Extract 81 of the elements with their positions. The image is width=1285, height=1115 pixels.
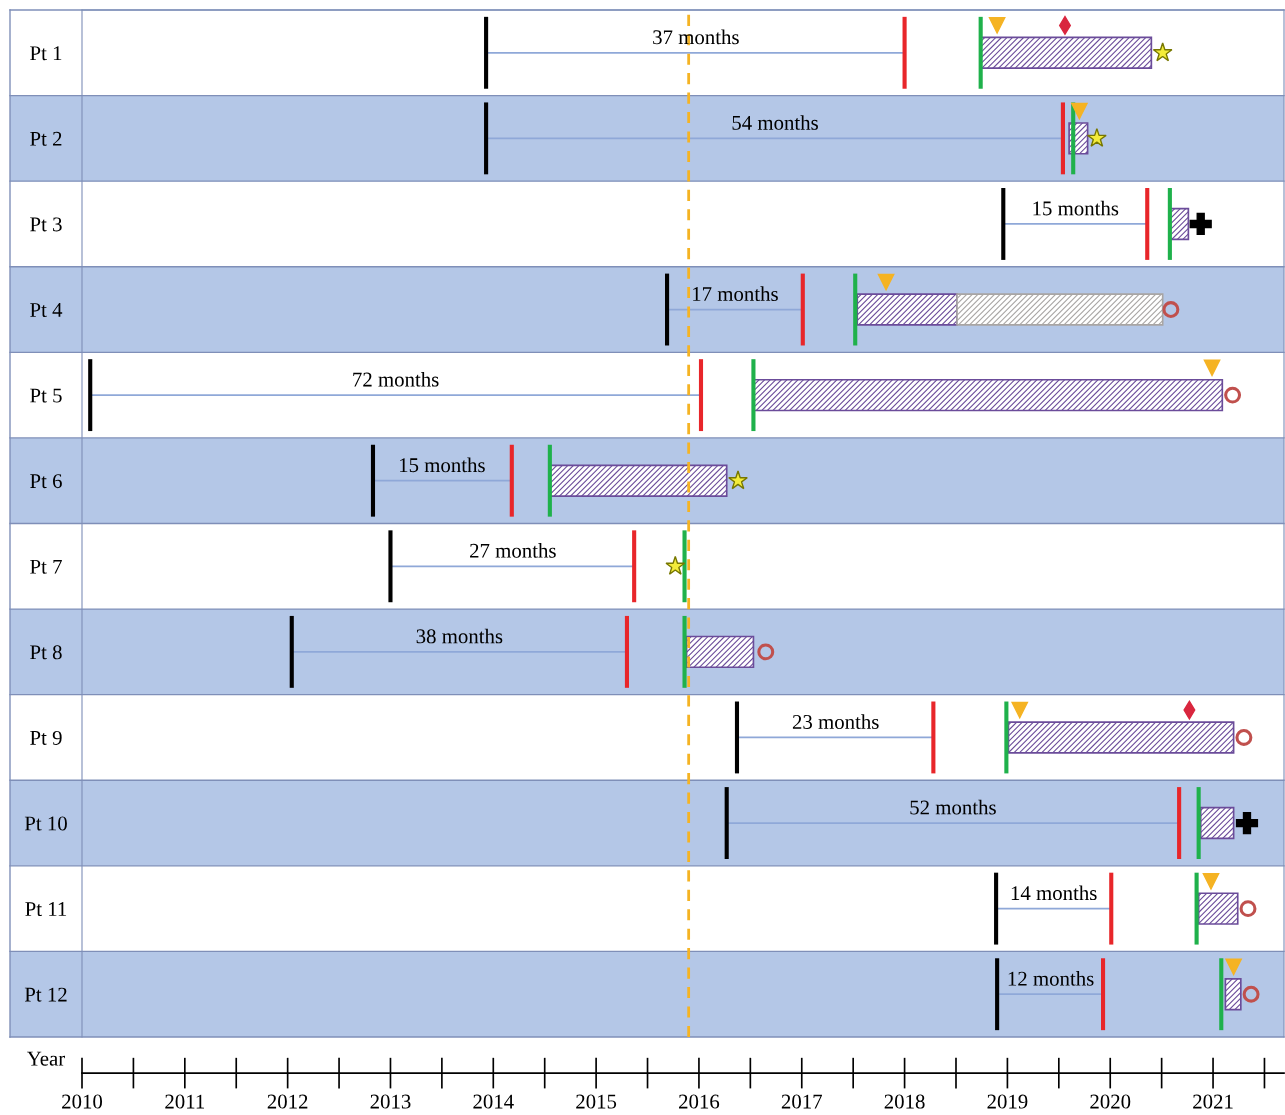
bar [632, 530, 637, 603]
bar [1196, 787, 1201, 859]
x-tick-label: 2016 [679, 1094, 720, 1109]
x-axis-title: Year [27, 1051, 66, 1066]
bar [752, 378, 1224, 412]
bar [370, 444, 376, 517]
y-tick-label: Pt 5 [30, 388, 62, 403]
bar [1060, 102, 1065, 175]
bar [509, 444, 514, 517]
bar [388, 530, 393, 603]
x-tick-label: 2021 [1193, 1094, 1233, 1109]
bar [1224, 977, 1242, 1011]
bar [1100, 958, 1106, 1031]
bar [1071, 102, 1076, 175]
y-tick-label: Pt 9 [30, 730, 62, 745]
x-tick-label: 2011 [165, 1094, 205, 1109]
bar [624, 615, 630, 688]
annotation: 14 months [1011, 885, 1097, 901]
bar [995, 958, 1000, 1031]
annotation: 38 months [416, 628, 503, 644]
x-tick-label: 2014 [473, 1094, 514, 1109]
annotation: 17 months [693, 286, 778, 302]
bar [1007, 721, 1235, 754]
bar [856, 293, 958, 326]
bar [682, 530, 687, 603]
bar [1219, 958, 1224, 1031]
annotation: 52 months [910, 799, 996, 815]
bar [800, 273, 805, 346]
bar [685, 635, 755, 669]
y-tick-label: Pt 8 [30, 645, 62, 660]
annotation: 27 months [470, 543, 556, 558]
y-tick-label: Pt 1 [30, 46, 62, 61]
bar [665, 273, 670, 346]
bar [1167, 188, 1172, 260]
bar [289, 615, 294, 688]
y-tick-label: Pt 10 [24, 816, 67, 831]
bar [1199, 806, 1235, 840]
x-tick-label: 2020 [1090, 1094, 1131, 1109]
bar [1194, 872, 1199, 945]
bar [1001, 188, 1006, 260]
bar [724, 787, 729, 859]
bar [1004, 701, 1009, 774]
y-tick-label: Pt 3 [30, 217, 62, 232]
x-tick-label: 2017 [781, 1094, 822, 1109]
bar [994, 872, 999, 945]
x-tick-label: 2018 [884, 1094, 925, 1109]
annotation: 23 months [792, 714, 879, 729]
y-tick-label: Pt 11 [25, 902, 67, 917]
y-tick-label: Pt 4 [30, 303, 63, 317]
annotation: 54 months [732, 115, 818, 130]
y-tick-label: Pt 7 [30, 559, 62, 574]
bar [1197, 892, 1239, 925]
y-tick-label: Pt 2 [30, 131, 62, 146]
bar [956, 293, 1164, 326]
bar [978, 16, 983, 89]
bar [547, 444, 552, 517]
bar [751, 359, 756, 432]
bar [549, 464, 728, 497]
x-tick-label: 2012 [267, 1094, 308, 1109]
bar [1109, 872, 1114, 945]
y-tick-label: Pt 6 [30, 474, 62, 489]
bar [1145, 188, 1150, 260]
bar [484, 16, 489, 89]
bar [682, 615, 687, 688]
bar [698, 359, 704, 432]
bar [88, 359, 93, 432]
bar [734, 701, 740, 774]
annotation: 15 months [400, 457, 485, 473]
annotation: 15 months [1033, 200, 1119, 216]
bar [853, 273, 858, 346]
annotation: 12 months [1008, 971, 1094, 986]
x-tick-label: 2015 [576, 1094, 617, 1109]
x-tick-label: 2013 [370, 1094, 411, 1109]
bar [931, 701, 936, 774]
bar [902, 16, 907, 89]
y-tick-label: Pt 12 [24, 987, 67, 1002]
x-tick-label: 2010 [62, 1094, 103, 1109]
x-tick-label: 2019 [987, 1094, 1028, 1109]
bar [1177, 787, 1182, 859]
bar [484, 102, 489, 175]
annotation: 72 months [353, 371, 439, 387]
